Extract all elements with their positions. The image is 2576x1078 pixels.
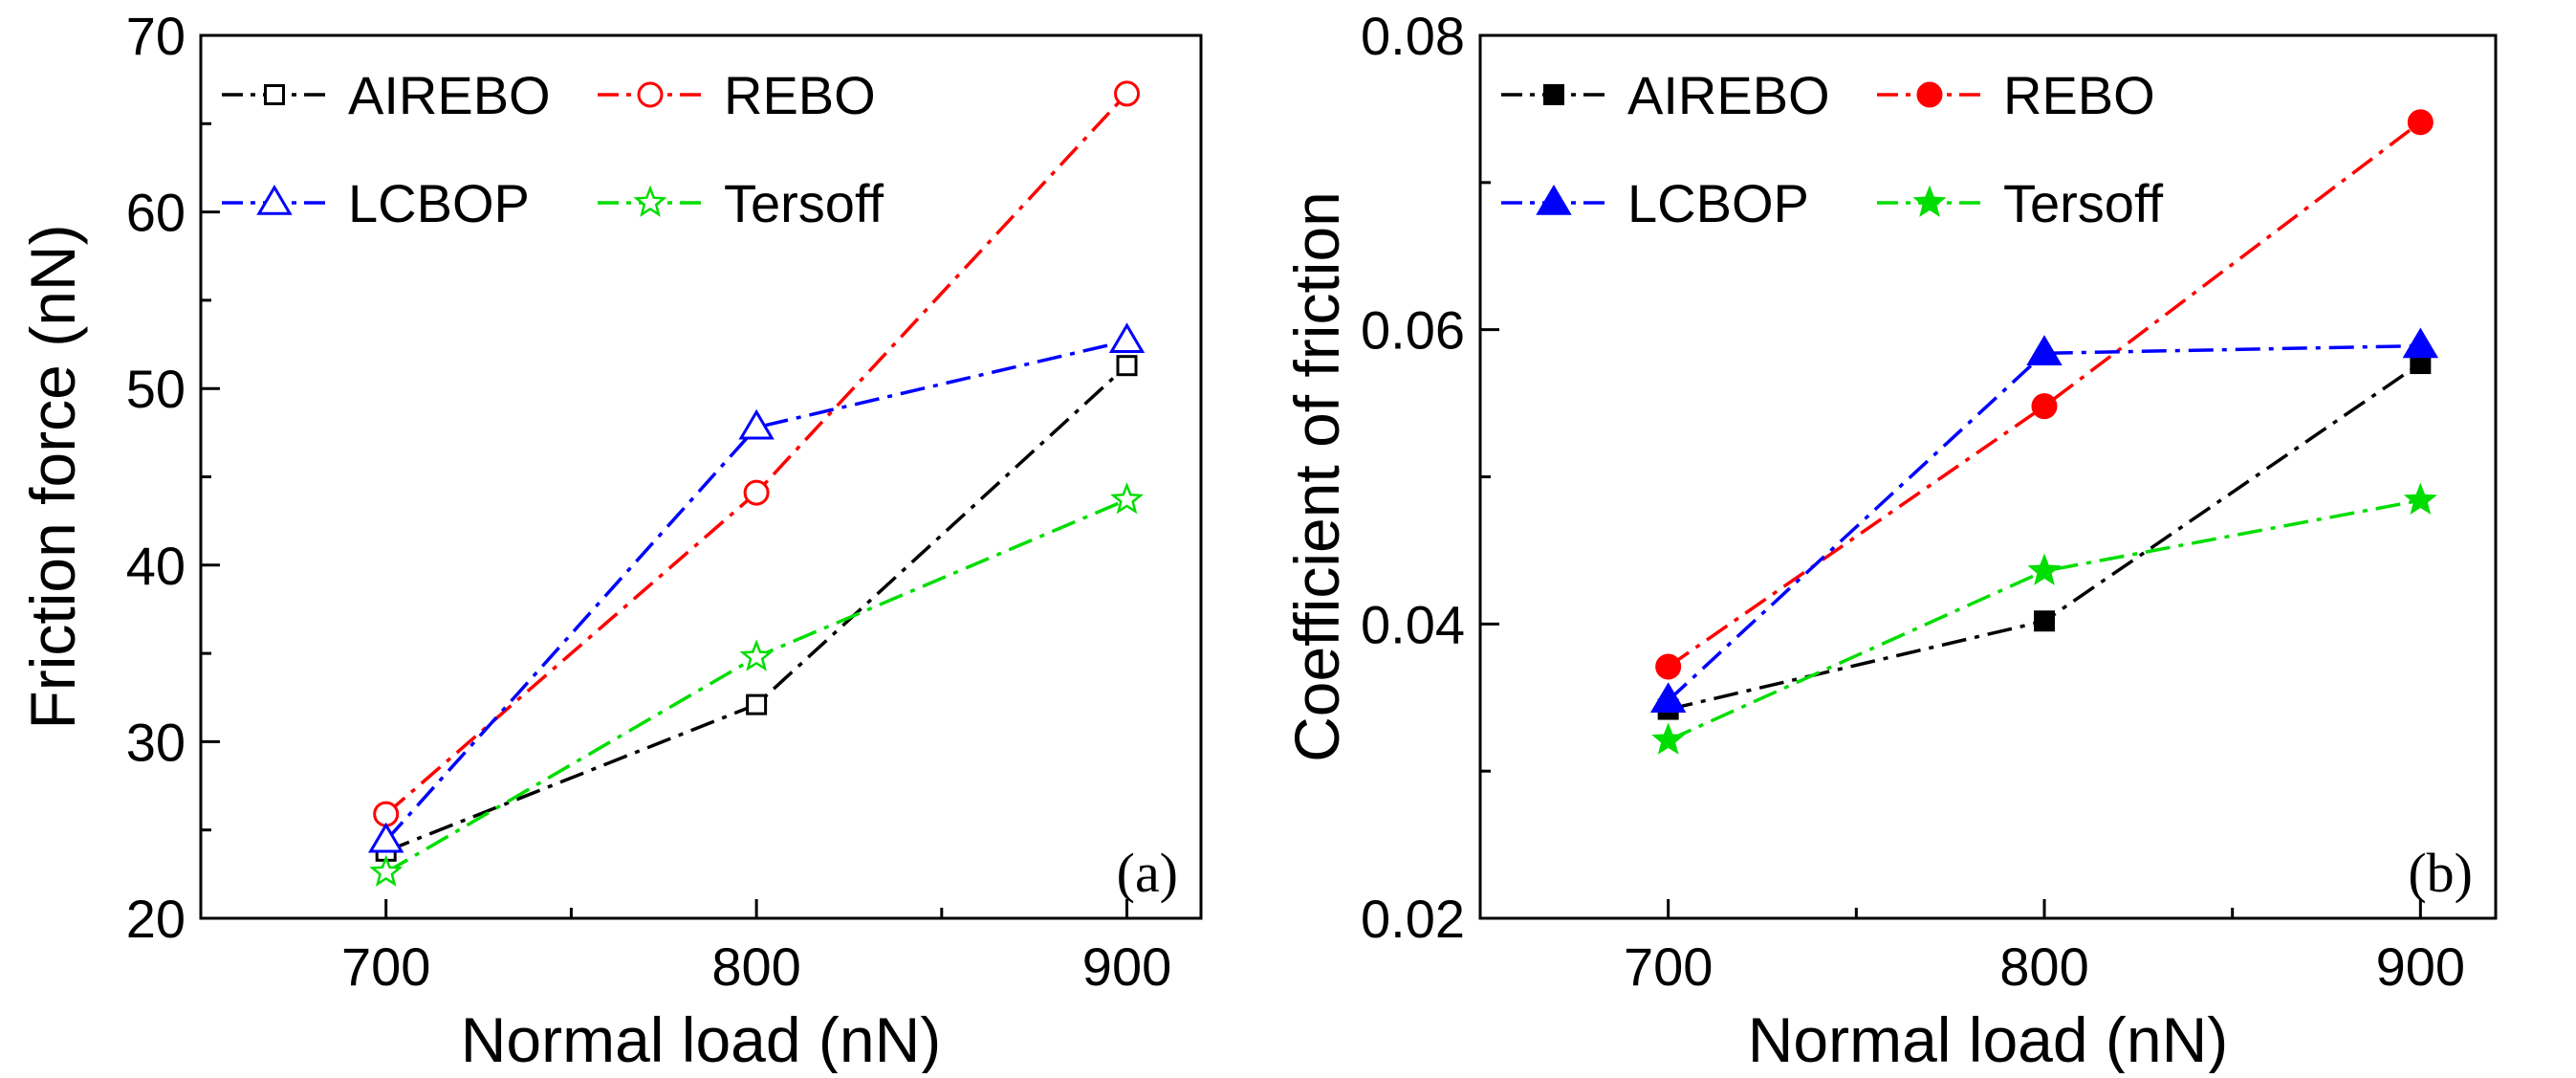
data-point-tersoff <box>1651 722 1686 755</box>
y-tick-label: 0.04 <box>1361 594 1465 654</box>
data-point-rebo <box>1114 80 1141 107</box>
legend-label: REBO <box>2003 65 2155 125</box>
y-tick-label: 60 <box>126 183 186 243</box>
legend-item-lcbop: LCBOP <box>222 173 530 233</box>
data-point-lcbop <box>1108 322 1146 354</box>
legend-item-airebo: AIREBO <box>222 65 551 125</box>
legend-marker <box>1543 84 1564 105</box>
data-point-tersoff <box>2403 482 2437 515</box>
chart-panel-a: 700 800 900 20 30 40 50 60 70 Normal load (nN) Fri… <box>17 6 1203 1075</box>
x-tick-label: 700 <box>341 936 430 997</box>
y-tick-label: 30 <box>126 712 186 772</box>
x-tick-label: 900 <box>2376 936 2465 997</box>
legend-item-tersoff: Tersoff <box>598 173 884 233</box>
y-tick-label: 40 <box>126 536 186 596</box>
legend-item-tersoff: Tersoff <box>1877 173 2163 233</box>
legend-marker <box>264 84 285 105</box>
data-point-rebo <box>373 801 400 827</box>
plot-frame <box>199 33 1203 920</box>
data-point-airebo <box>1116 355 1138 377</box>
legend-label: LCBOP <box>1627 173 1809 233</box>
data-point-lcbop <box>367 822 404 853</box>
data-point-lcbop <box>738 408 775 440</box>
panel-label: (b) <box>2408 842 2473 904</box>
x-tick-label: 700 <box>1624 936 1713 997</box>
y-tick-label: 0.08 <box>1361 6 1465 66</box>
y-tick-label: 70 <box>126 6 186 66</box>
legend-label: LCBOP <box>348 173 530 233</box>
legend-item-rebo: REBO <box>1877 65 2155 125</box>
data-point-lcbop <box>2026 335 2063 365</box>
data-point-lcbop <box>2402 327 2439 359</box>
chart-panel-b: 700 800 900 0.02 0.04 0.06 0.08 Normal load (nN… <box>1281 6 2498 1075</box>
series-line-tersoff <box>384 497 1128 874</box>
series-line-lcbop <box>1667 343 2421 702</box>
x-axis-label: Normal load (nN) <box>461 1004 941 1073</box>
legend-label: Tersoff <box>2003 173 2163 233</box>
legend-item-airebo: AIREBO <box>1501 65 1830 125</box>
legend-label: Tersoff <box>724 173 884 233</box>
y-tick-label: 50 <box>126 359 186 419</box>
data-point-tersoff <box>2027 553 2062 585</box>
series-line-lcbop <box>384 339 1127 842</box>
legend-marker <box>256 184 293 215</box>
data-point-rebo <box>2031 393 2058 420</box>
y-axis-label: Coefficient of friction <box>1281 191 1352 762</box>
legend-marker <box>1912 185 1947 217</box>
data-point-tersoff <box>369 854 404 887</box>
data-point-airebo <box>746 693 768 715</box>
x-tick-label: 800 <box>1999 936 2088 997</box>
x-tick-label: 900 <box>1082 936 1171 997</box>
y-tick-label: 0.06 <box>1361 300 1465 361</box>
x-axis-label: Normal load (nN) <box>1748 1004 2228 1073</box>
legend-marker <box>1916 81 1943 108</box>
legend-marker <box>633 185 667 217</box>
data-point-rebo <box>743 479 770 506</box>
legend-marker <box>637 81 664 108</box>
data-point-lcbop <box>1649 682 1687 714</box>
data-point-airebo <box>2034 610 2055 632</box>
data-point-tersoff <box>1110 482 1145 515</box>
data-point-rebo <box>1655 653 1682 680</box>
y-tick-label: 0.02 <box>1361 889 1465 949</box>
legend-label: REBO <box>724 65 876 125</box>
y-axis-label: Friction force (nN) <box>17 224 88 729</box>
data-point-rebo <box>2407 109 2434 136</box>
panel-label: (a) <box>1117 842 1178 904</box>
legend-label: AIREBO <box>348 65 551 125</box>
legend-label: AIREBO <box>1627 65 1830 125</box>
data-point-tersoff <box>739 639 774 671</box>
legend-item-lcbop: LCBOP <box>1501 173 1809 233</box>
plot-frame <box>1478 33 2498 920</box>
x-tick-label: 800 <box>711 936 800 997</box>
y-tick-label: 20 <box>126 889 186 949</box>
legend-marker <box>1536 184 1572 215</box>
legend-item-rebo: REBO <box>598 65 876 125</box>
